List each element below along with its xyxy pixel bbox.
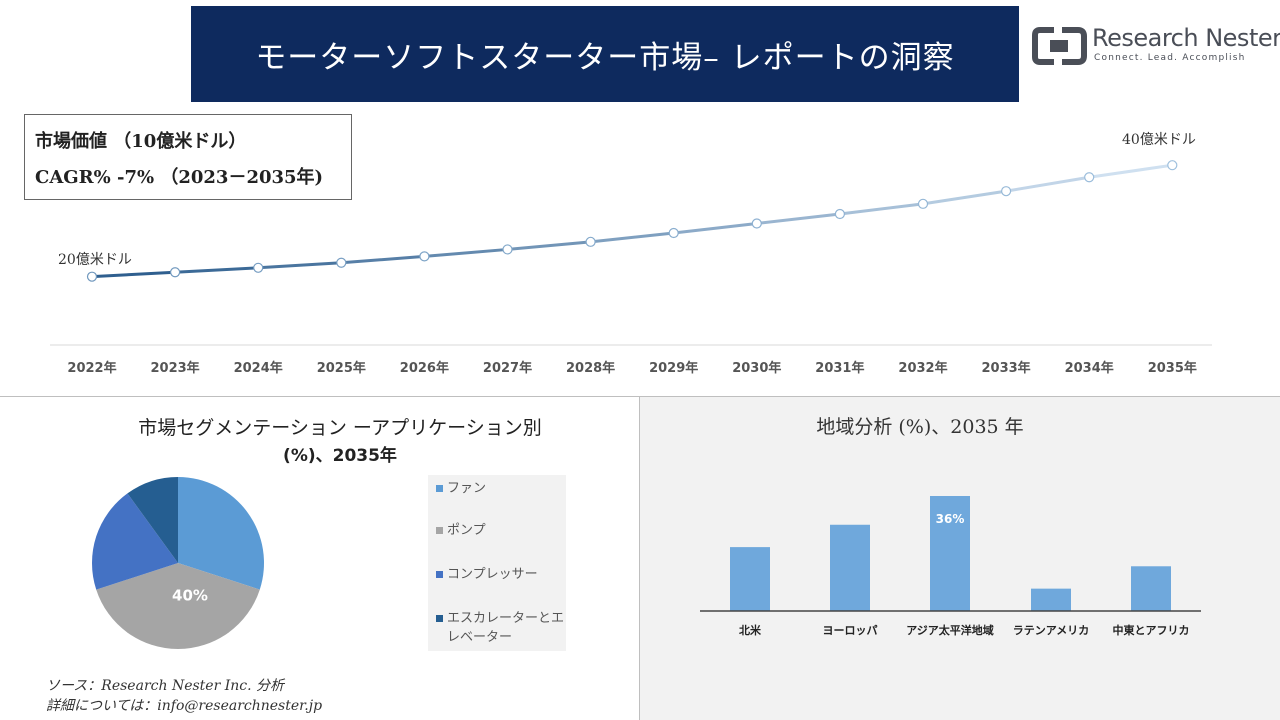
line-segment — [173, 266, 260, 274]
line-segment — [921, 189, 1008, 206]
line-segment — [755, 212, 842, 225]
page-title: モーターソフトスターター市場– レポートの洞察 — [255, 39, 955, 76]
logo-tagline: Connect. Lead. Accomplish — [1094, 53, 1246, 63]
line-point — [834, 208, 846, 220]
pie-slice — [96, 563, 260, 649]
logo-mark-icon — [1032, 27, 1087, 65]
line-point — [1000, 186, 1012, 197]
line-segment — [506, 240, 593, 251]
pie-data-label: 40% — [172, 587, 208, 605]
market-growth-line-chart: 2022年 2023年 2024年 2025年 2026年 2027年 2028年 2029年… — [50, 132, 1212, 376]
bar-category-label: アジア太平洋地域 — [906, 623, 994, 637]
legend-swatch — [436, 571, 443, 578]
line-segment — [422, 247, 509, 258]
bar-category-label: ラテンアメリカ — [1013, 624, 1089, 637]
pie-title-line1: 市場セグメンテーション ーアプリケーション別 — [138, 417, 542, 439]
x-tick-label: 2033年 — [982, 360, 1031, 376]
legend-item: エスカレーターとエレベーター — [436, 609, 565, 647]
line-point — [86, 271, 98, 282]
legend-item: コンプレッサー — [436, 565, 565, 584]
line-point — [668, 227, 679, 239]
x-tick-label: 2028年 — [566, 360, 615, 376]
line-point — [917, 198, 929, 209]
line-point — [1084, 172, 1095, 183]
bar — [1031, 588, 1071, 611]
pie-chart-title: 市場セグメンテーション ーアプリケーション別 (%)、2035年 — [90, 414, 590, 470]
bar-category-label: ヨーロッパ — [823, 624, 878, 637]
bar — [930, 496, 970, 611]
bar-category-label: 北米 — [739, 623, 762, 637]
details-contact: 詳細については：info@researchnester.jp — [46, 698, 323, 714]
legend-label: ファン — [447, 481, 487, 496]
x-tick-label: 2025年 — [317, 360, 366, 376]
bar-chart-title: 地域分析 (%)、2035 年 — [816, 416, 1024, 438]
bar — [1131, 566, 1171, 611]
legend-item: ポンプ — [436, 521, 565, 540]
application-pie-chart: 40% — [92, 477, 264, 649]
bar-category-label: 中東とアフリカ — [1113, 623, 1190, 637]
line-segment — [672, 221, 759, 235]
line-segment — [256, 261, 343, 270]
x-tick-label: 2030年 — [732, 360, 781, 376]
source-text: ソース：Research Nester Inc. 分析 — [46, 678, 285, 694]
line-segment — [1087, 163, 1174, 179]
market-value-label: 市場価値 （10億米ドル） — [35, 131, 247, 152]
cagr-label: CAGR% -7% （2023－2035年) — [35, 167, 324, 188]
line-segment — [90, 270, 177, 279]
line-point — [1167, 160, 1178, 171]
legend-label: ポンプ — [447, 523, 486, 538]
source-note: ソース：Research Nester Inc. 分析 詳細については：info… — [46, 676, 322, 716]
legend-item: ファン — [436, 479, 565, 498]
line-segment — [838, 202, 925, 216]
x-tick-label: 2029年 — [649, 360, 698, 376]
line-point — [585, 236, 596, 247]
pie-legend: ファンポンプコンプレッサーエスカレーターとエレベーター — [428, 475, 566, 651]
bar — [730, 547, 770, 611]
line-point — [253, 262, 264, 273]
x-tick-label: 2031年 — [815, 360, 864, 376]
line-segment — [339, 254, 426, 265]
horizontal-divider — [0, 396, 1280, 397]
pie-slice — [92, 493, 178, 590]
legend-swatch — [436, 527, 443, 534]
logo-name: Research Nester — [1092, 24, 1280, 52]
regional-bar-chart: 北米 ヨーロッパ アジア太平洋地域 36% ラテンアメリカ 中東とアフリカ — [700, 496, 1201, 637]
vertical-divider — [639, 396, 640, 720]
bar-data-label: 36% — [936, 512, 965, 526]
line-point — [751, 218, 762, 229]
x-tick-label: 2027年 — [483, 360, 532, 376]
legend-swatch — [436, 615, 443, 622]
x-tick-label: 2034年 — [1065, 360, 1114, 376]
end-value-label: 40億米ドル — [1122, 132, 1196, 148]
x-tick-label: 2023年 — [151, 360, 200, 376]
x-tick-label: 2022年 — [67, 360, 116, 376]
line-segment — [589, 231, 676, 244]
line-point — [419, 251, 430, 262]
line-point — [170, 267, 181, 278]
x-tick-label: 2035年 — [1148, 360, 1197, 376]
line-segment — [1004, 175, 1091, 193]
bar — [830, 524, 870, 611]
x-tick-label: 2026年 — [400, 360, 449, 376]
pie-slice — [127, 477, 178, 563]
research-nester-logo: Research Nester Connect. Lead. Accomplis… — [1032, 22, 1280, 72]
pie-title-line2: (%)、2035年 — [283, 446, 397, 466]
line-point — [502, 244, 513, 255]
legend-swatch — [436, 485, 443, 492]
legend-label: エスカレーターとエレベーター — [447, 611, 565, 645]
legend-label: コンプレッサー — [447, 567, 538, 582]
line-point — [336, 257, 347, 268]
start-value-label: 20億米ドル — [58, 252, 132, 268]
title-banner: モーターソフトスターター市場– レポートの洞察 — [191, 6, 1019, 102]
market-summary-box: 市場価値 （10億米ドル） CAGR% -7% （2023－2035年) — [24, 114, 352, 200]
x-tick-label: 2024年 — [234, 360, 283, 376]
x-tick-label: 2032年 — [898, 360, 947, 376]
pie-slice — [178, 477, 264, 590]
